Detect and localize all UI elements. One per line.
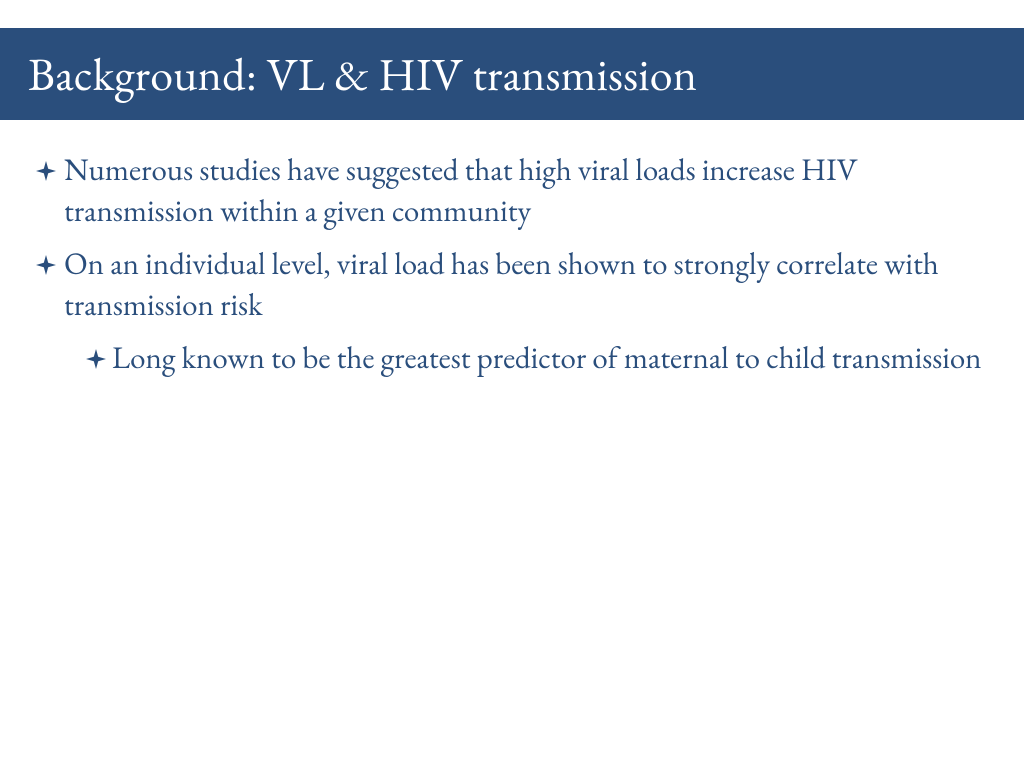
title-band: Background: VL & HIV transmission: [0, 28, 1024, 120]
four-point-star-icon: [36, 246, 64, 284]
slide-body: Numerous studies have suggested that hig…: [36, 150, 988, 391]
slide-title: Background: VL & HIV transmission: [0, 44, 697, 104]
bullet-text: On an individual level, viral load has b…: [64, 244, 988, 326]
bullet-text: Numerous studies have suggested that hig…: [64, 150, 988, 232]
bullet-item: Numerous studies have suggested that hig…: [36, 150, 988, 232]
bullet-text: Long known to be the greatest predictor …: [112, 338, 982, 379]
bullet-item: On an individual level, viral load has b…: [36, 244, 988, 326]
four-point-star-icon: [36, 152, 64, 190]
four-point-star-icon: [86, 340, 112, 378]
sub-bullet-item: Long known to be the greatest predictor …: [86, 338, 988, 379]
slide: Background: VL & HIV transmission Numero…: [0, 0, 1024, 768]
